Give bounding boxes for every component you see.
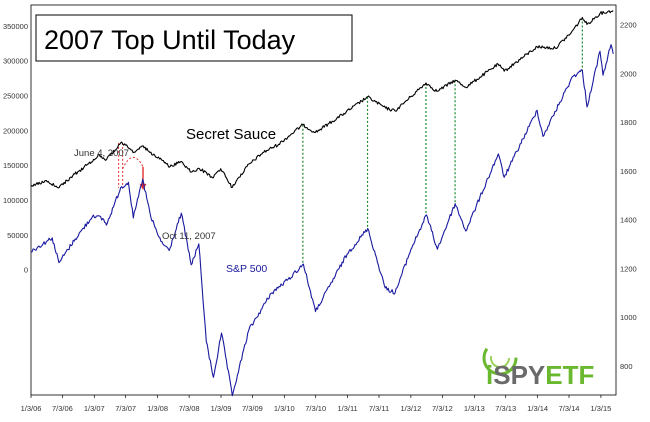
annotation-oct-2007: Oct 11, 2007 [162, 231, 216, 242]
left-tick-label: 200000 [3, 126, 28, 135]
left-axis: 0 50000 100000 150000 200000 250000 300000 3500… [3, 22, 28, 275]
x-tick-label: 7/3/06 [52, 404, 73, 413]
x-tick-label: 1/3/06 [21, 404, 42, 413]
right-tick-label: 1200 [620, 264, 637, 273]
right-axis: 800 1000 1200 1400 1600 1800 2000 2200 [620, 21, 637, 371]
x-tick-label: 7/3/09 [242, 404, 263, 413]
x-tick-label: 1/3/09 [211, 404, 232, 413]
logo-text-i: i [486, 360, 493, 390]
left-tick-label: 150000 [3, 161, 28, 170]
secret-sauce-line [30, 10, 614, 189]
left-tick-label: 0 [24, 266, 28, 275]
sp500-label: S&P 500 [226, 263, 267, 275]
x-tick-label: 7/3/10 [305, 404, 326, 413]
x-tick-label: 1/3/11 [337, 404, 357, 413]
x-tick-label: 1/3/10 [274, 404, 295, 413]
right-tick-label: 800 [620, 362, 633, 371]
x-tick-label: 7/3/13 [495, 404, 516, 413]
logo-swirl-inner-icon [490, 348, 510, 368]
right-tick-label: 1600 [620, 167, 637, 176]
x-axis: 1/3/06 7/3/06 1/3/07 7/3/07 1/3/08 7/3/08 1/3/… [21, 395, 611, 413]
left-tick-label: 250000 [3, 92, 28, 101]
left-tick-label: 50000 [7, 231, 28, 240]
logo-text-etf: ETF [545, 360, 594, 390]
title-box [35, 14, 353, 62]
right-tick-label: 1000 [620, 313, 637, 322]
right-tick-label: 1400 [620, 216, 637, 225]
x-tick-label: 7/3/11 [369, 404, 389, 413]
annotation-june-2007: June 4, 2007 [74, 148, 129, 159]
logo-text-spy: SPY [493, 360, 545, 390]
secret-sauce-label: Secret Sauce [186, 126, 276, 143]
x-tick-label: 1/3/07 [84, 404, 105, 413]
left-tick-label: 100000 [3, 196, 28, 205]
right-tick-label: 2000 [620, 69, 637, 78]
left-tick-label: 350000 [3, 22, 28, 31]
plot-frame [30, 4, 617, 396]
x-tick-label: 7/3/12 [432, 404, 453, 413]
right-tick-label: 1800 [620, 118, 637, 127]
right-tick-label: 2200 [620, 21, 637, 30]
x-tick-label: 7/3/07 [115, 404, 136, 413]
sp500-line [30, 44, 614, 397]
x-tick-label: 1/3/13 [464, 404, 485, 413]
x-tick-label: 7/3/08 [179, 404, 200, 413]
x-tick-label: 1/3/15 [590, 404, 611, 413]
chart-title: 2007 Top Until Today [44, 25, 296, 55]
x-tick-label: 7/3/14 [559, 404, 580, 413]
x-tick-label: 1/3/08 [147, 404, 168, 413]
left-tick-label: 300000 [3, 57, 28, 66]
logo-swirl-icon [482, 340, 518, 376]
logo-text: iSPYETF [486, 360, 594, 390]
x-tick-label: 1/3/14 [527, 404, 548, 413]
x-tick-label: 1/3/12 [400, 404, 421, 413]
divergence-markers [302, 17, 583, 265]
ispyetf-logo: iSPYETF [482, 340, 594, 390]
